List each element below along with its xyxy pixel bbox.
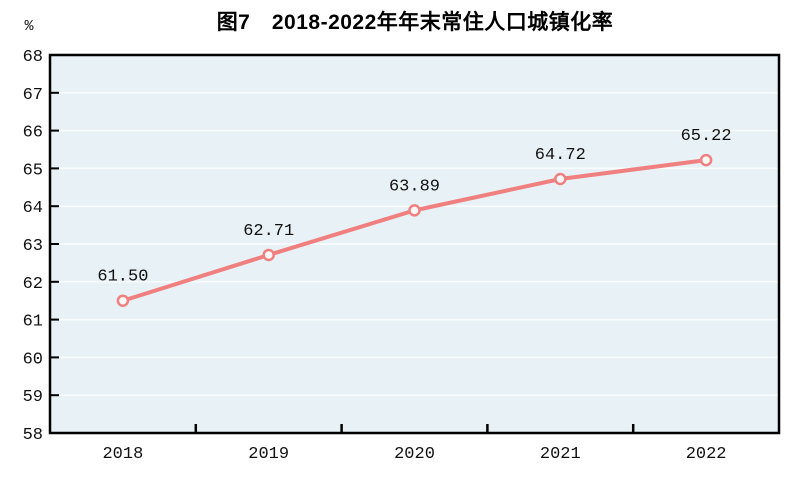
chart-title: 图7 2018-2022年年末常住人口城镇化率 [216, 11, 614, 34]
y-axis-label: 61 [23, 313, 43, 332]
data-point [262, 248, 275, 262]
y-axis-unit-label: % [24, 18, 34, 35]
y-axis-label: 66 [23, 124, 43, 143]
y-axis-label: 65 [23, 161, 43, 180]
y-axis-label: 63 [23, 237, 43, 256]
data-point-label: 63.89 [389, 177, 440, 196]
plot-border [48, 53, 781, 435]
y-axis-label: 67 [23, 86, 43, 105]
data-point [699, 153, 713, 167]
y-axis-label: 59 [23, 388, 43, 407]
y-axis-label: 64 [23, 199, 43, 218]
y-axis-label: 60 [23, 350, 43, 369]
y-axis-label: 68 [23, 48, 43, 67]
data-point-label: 65.22 [681, 127, 732, 146]
x-axis-label: 2022 [686, 445, 727, 464]
data-point [554, 172, 567, 186]
data-point [408, 204, 421, 217]
x-axis-label: 2021 [540, 445, 581, 464]
data-point [116, 294, 130, 307]
y-axis-label: 58 [23, 426, 43, 445]
data-point-label: 64.72 [535, 146, 586, 165]
x-axis-label: 2018 [102, 445, 143, 464]
y-axis-label: 62 [23, 275, 43, 294]
x-axis-label: 2019 [248, 445, 289, 464]
data-point-label: 62.71 [243, 222, 294, 241]
data-point-label: 61.50 [97, 268, 148, 287]
x-axis-label: 2020 [394, 445, 435, 464]
